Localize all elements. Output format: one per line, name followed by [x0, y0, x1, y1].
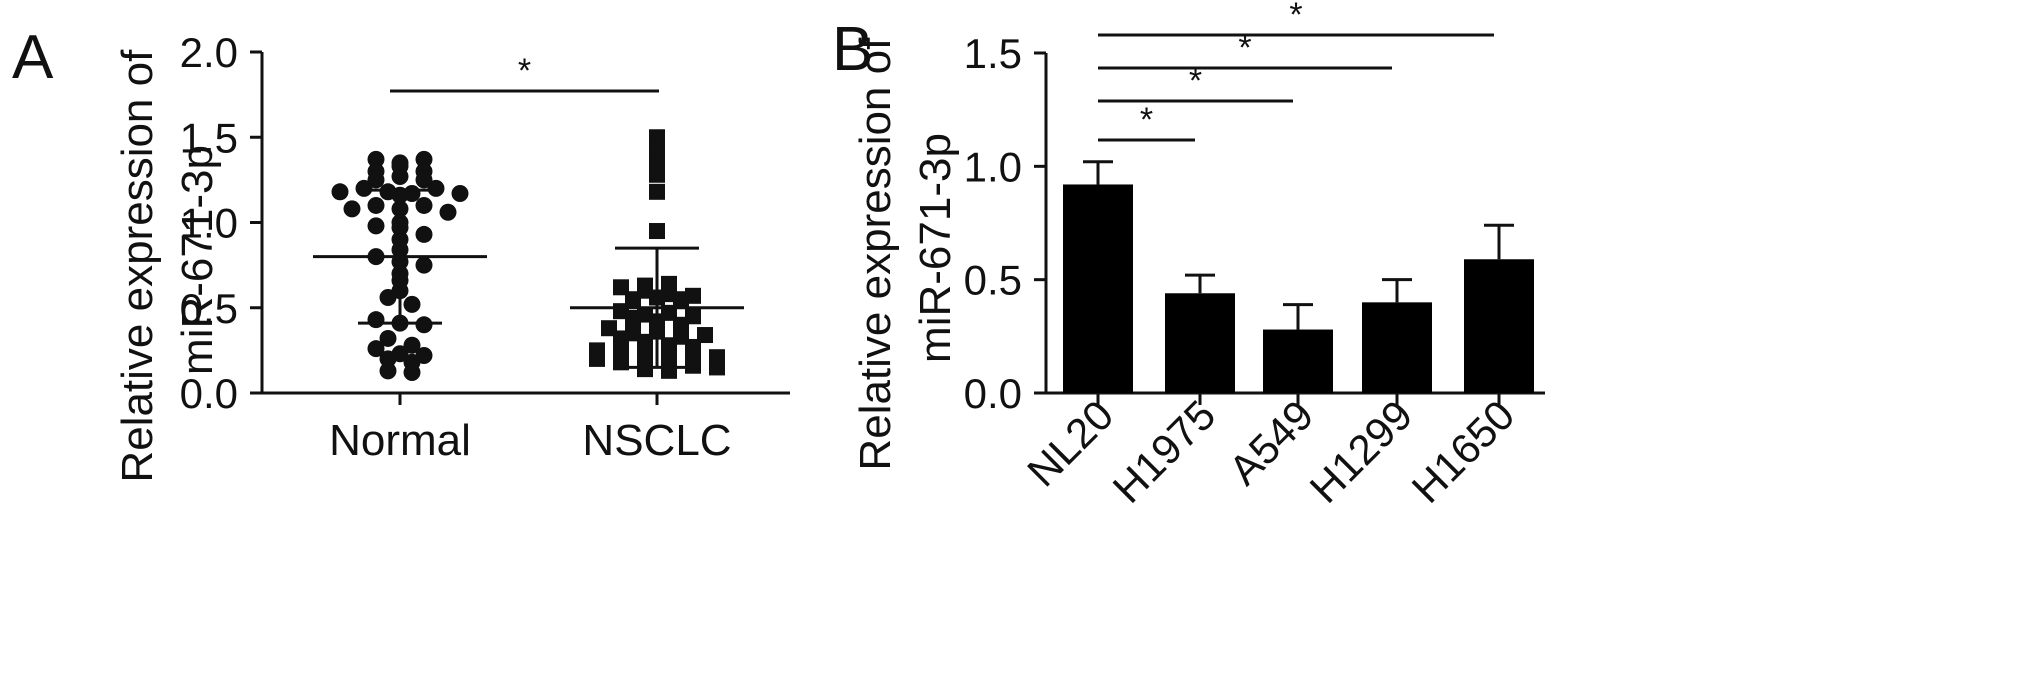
y-tick-label-a: 1.5	[180, 114, 238, 161]
significance-star-b: *	[1289, 0, 1302, 34]
point-normal	[379, 289, 397, 307]
point-nsclc	[649, 159, 665, 176]
significance-b: * * * *	[1098, 0, 1494, 142]
bar-h1650	[1464, 259, 1534, 393]
point-normal	[415, 316, 433, 334]
bar-a549	[1263, 329, 1333, 393]
point-normal	[367, 196, 385, 214]
point-normal	[391, 167, 409, 185]
y-tick-label-b: 1.0	[964, 143, 1022, 190]
bar-h1299	[1362, 302, 1432, 393]
y-axis-label-b-line2: miR-671-3p	[911, 133, 960, 363]
mean-sd-lines-a	[313, 188, 744, 369]
x-tick-label-a: Normal	[329, 416, 471, 465]
y-axis-label-b-line1: Relative expression of	[851, 37, 900, 471]
x-tick-label-b: H1299	[1301, 391, 1422, 512]
y-tick-label-a: 0.5	[180, 285, 238, 332]
point-normal	[367, 340, 385, 358]
y-axis-label-a-line1: Relative expression of	[113, 49, 162, 483]
panel-b: B Relative expression of miR-671-3p 0.00…	[832, 0, 1545, 512]
point-normal	[403, 295, 421, 313]
point-normal	[355, 179, 373, 197]
x-tick-label-a: NSCLC	[582, 416, 731, 465]
point-nsclc	[589, 350, 605, 367]
point-normal	[379, 362, 397, 380]
point-nsclc	[649, 223, 665, 240]
x-ticks-a: Normal NSCLC	[260, 391, 790, 465]
point-nsclc	[613, 340, 629, 357]
point-normal	[331, 183, 349, 201]
point-normal	[451, 185, 469, 203]
significance-star-b: *	[1189, 62, 1202, 100]
x-tick-label-b: H1650	[1403, 391, 1524, 512]
panel-a: A Relative expression of miR-671-3p 0.00…	[12, 23, 790, 483]
y-axis-label-a-line2: miR-671-3p	[173, 145, 222, 375]
point-normal	[367, 171, 385, 189]
y-tick-label-a: 1.0	[180, 200, 238, 247]
point-normal	[367, 150, 385, 168]
point-normal	[415, 256, 433, 274]
y-ticks-b: 0.0 0.5 1.0 1.5	[964, 30, 1046, 417]
significance-a: *	[390, 52, 659, 93]
significance-star-b: *	[1238, 29, 1251, 67]
point-nsclc	[661, 362, 677, 379]
y-tick-label-a: 0.0	[180, 370, 238, 417]
significance-star-a: *	[518, 52, 531, 90]
y-axis-label-a: Relative expression of miR-671-3p	[113, 37, 222, 482]
point-nsclc	[625, 309, 641, 326]
point-normal	[415, 171, 433, 189]
y-ticks-a: 0.0 0.5 1.0 1.5 2.0	[180, 29, 262, 417]
point-normal	[343, 200, 361, 218]
point-normal	[367, 311, 385, 329]
point-normal	[367, 217, 385, 235]
significance-star-b: *	[1140, 101, 1153, 139]
y-tick-label-b: 0.5	[964, 257, 1022, 304]
panel-label-b: B	[832, 15, 873, 84]
y-tick-label-b: 0.0	[964, 370, 1022, 417]
y-tick-label-a: 2.0	[180, 29, 238, 76]
point-nsclc	[673, 291, 689, 308]
y-axis-label-b: Relative expression of miR-671-3p	[851, 25, 960, 470]
x-tick-label-b: H1975	[1104, 391, 1225, 512]
point-normal	[379, 329, 397, 347]
bars-b	[1063, 160, 1534, 393]
point-normal	[403, 336, 421, 354]
point-normal	[415, 196, 433, 214]
point-nsclc	[709, 359, 725, 376]
panel-label-a: A	[12, 23, 54, 92]
y-tick-label-b: 1.5	[964, 30, 1022, 77]
point-nsclc	[649, 183, 665, 200]
point-normal	[427, 179, 445, 197]
point-normal	[415, 225, 433, 243]
bar-h1975	[1165, 293, 1235, 393]
point-normal	[439, 203, 457, 221]
point-nsclc	[649, 141, 665, 158]
point-normal	[415, 150, 433, 168]
point-normal	[403, 364, 421, 382]
point-nsclc	[685, 357, 701, 374]
point-normal	[379, 350, 397, 368]
point-nsclc	[637, 361, 653, 378]
bar-nl20	[1063, 184, 1133, 393]
